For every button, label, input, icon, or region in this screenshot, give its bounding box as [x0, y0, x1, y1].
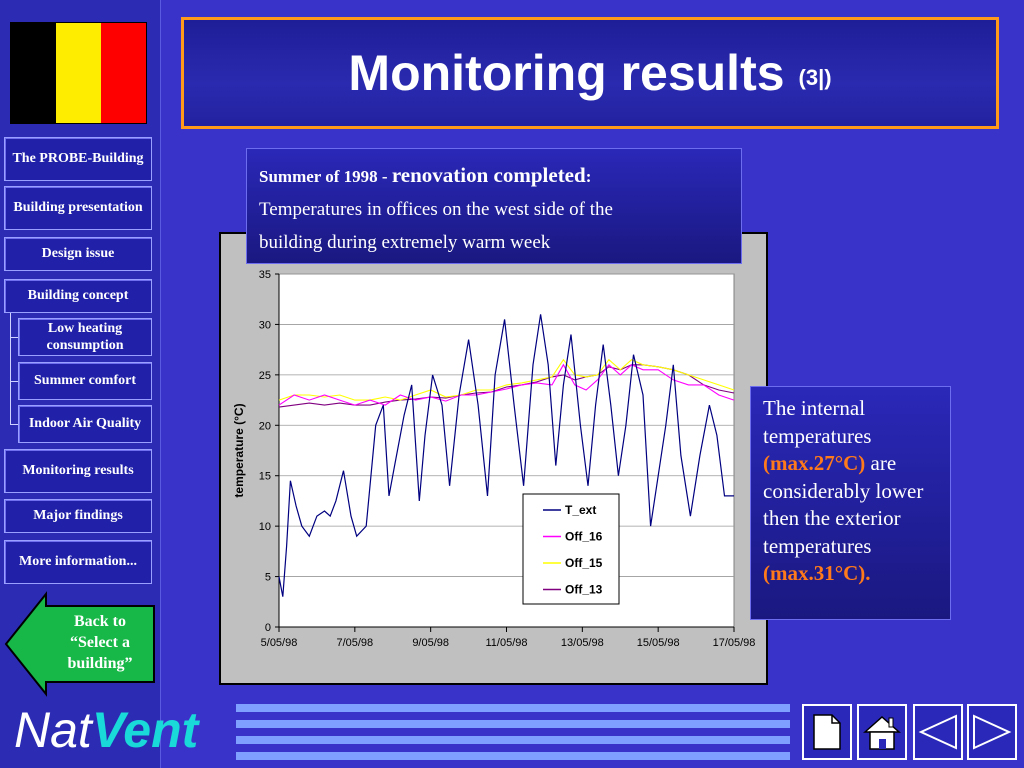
description-prefix: Summer of 1998 -: [259, 167, 392, 186]
sidebar-item-indoor-air-quality[interactable]: Indoor Air Quality: [18, 405, 152, 443]
legend-label: Off_16: [565, 530, 603, 544]
sidebar-item-probe-building[interactable]: The PROBE-Building: [4, 137, 152, 181]
y-tick-label: 35: [259, 269, 271, 281]
tree-connector: [10, 337, 18, 338]
sidebar-item-monitoring-results[interactable]: Monitoring results: [4, 449, 152, 493]
back-arrow-icon[interactable]: [4, 590, 156, 698]
legend-label: Off_13: [565, 583, 603, 597]
y-tick-label: 0: [265, 622, 271, 634]
legend-box: [522, 493, 620, 605]
temperature-note-box: The internal temperatures (max.27°C) are…: [750, 386, 951, 620]
home-icon-glyph: [863, 715, 901, 750]
logo-part-vent: Vent: [91, 702, 199, 758]
sidebar-item-building-presentation[interactable]: Building presentation: [4, 186, 152, 230]
x-tick-label: 13/05/98: [561, 637, 604, 649]
chart-description-box: Summer of 1998 - renovation completed: T…: [246, 148, 742, 264]
y-tick-label: 15: [259, 471, 271, 483]
page-title-number: (3|): [798, 65, 832, 90]
flag-stripe-black: [11, 23, 56, 123]
x-tick-label: 9/05/98: [412, 637, 449, 649]
next-icon[interactable]: [967, 704, 1017, 760]
description-suffix: :: [585, 167, 592, 186]
next-arrow-glyph: [973, 714, 1012, 750]
footer-stripe: [236, 736, 790, 744]
plot-area: [278, 273, 735, 628]
description-line: Temperatures in offices on the west side…: [259, 199, 613, 220]
series-line-off_15: [278, 358, 735, 401]
note-text: are considerably lower then the exterior…: [763, 451, 924, 558]
tree-connector: [10, 424, 18, 425]
y-tick-label: 5: [265, 572, 271, 584]
page-icon-glyph: [813, 714, 841, 750]
footer-stripe: [236, 704, 790, 712]
x-tick-label: 7/05/98: [336, 637, 373, 649]
legend-label: T_ext: [565, 503, 596, 517]
y-tick-label: 25: [259, 370, 271, 382]
logo-part-nat: Nat: [14, 702, 92, 758]
footer-stripe: [236, 752, 790, 760]
sidebar-item-low-heating[interactable]: Low heating consumption: [18, 318, 152, 356]
flag-stripe-red: [101, 23, 146, 123]
previous-icon[interactable]: [913, 704, 963, 760]
back-to-select-building-label[interactable]: Back to “Select a building”: [48, 612, 152, 674]
sidebar-item-design-issue[interactable]: Design issue: [4, 237, 152, 271]
description-emphasis: renovation completed: [391, 163, 586, 187]
previous-arrow-glyph: [918, 714, 957, 750]
y-tick-label: 20: [259, 420, 271, 432]
temperature-chart: 0 5 10 15 20 25 30 35 5/05/98 7/05/98 9/05/98 11/05…: [232, 269, 756, 649]
back-label-line: building”: [67, 654, 133, 672]
y-tick-label: 10: [259, 521, 271, 533]
belgian-flag: [10, 22, 147, 124]
page-icon[interactable]: [802, 704, 852, 760]
natvent-logo: NatVent: [14, 700, 198, 760]
x-tick-label: 11/05/98: [485, 637, 527, 649]
flag-stripe-yellow: [56, 23, 101, 123]
legend-label: Off_15: [565, 556, 603, 570]
x-tick-label: 15/05/98: [637, 637, 680, 649]
sidebar-item-more-information[interactable]: More information...: [4, 540, 152, 584]
description-heading: Summer of 1998 - renovation completed:: [259, 159, 729, 193]
home-icon[interactable]: [857, 704, 907, 760]
note-highlight-exterior-max: (max.31°C).: [763, 561, 871, 585]
x-tick-label: 5/05/98: [261, 637, 298, 649]
description-line: building during extremely warm week: [259, 232, 551, 253]
note-text: The internal temperatures: [763, 396, 872, 448]
page-title-box: Monitoring results (3|): [181, 17, 999, 129]
sidebar-item-summer-comfort[interactable]: Summer comfort: [18, 362, 152, 400]
sidebar-item-building-concept[interactable]: Building concept: [4, 279, 152, 313]
sidebar: The PROBE-Building Building presentation…: [0, 0, 161, 768]
page-title: Monitoring results: [348, 45, 785, 101]
tree-connector: [10, 313, 11, 425]
back-label-line: “Select a: [70, 633, 130, 651]
footer-stripe: [236, 720, 790, 728]
series-line-t_ext: [278, 314, 734, 597]
series-line-off_16: [278, 363, 735, 406]
back-label-line: Back to: [74, 613, 126, 630]
sidebar-item-major-findings[interactable]: Major findings: [4, 499, 152, 533]
x-tick-label: 17/05/98: [713, 637, 756, 649]
y-tick-label: 30: [259, 319, 271, 331]
y-axis-label: temperature (°C): [232, 403, 246, 497]
tree-connector: [10, 381, 18, 382]
note-highlight-internal-max: (max.27°C): [763, 451, 866, 475]
chart-frame: 0 5 10 15 20 25 30 35 5/05/98 7/05/98 9/05/98 11/05…: [219, 232, 768, 685]
